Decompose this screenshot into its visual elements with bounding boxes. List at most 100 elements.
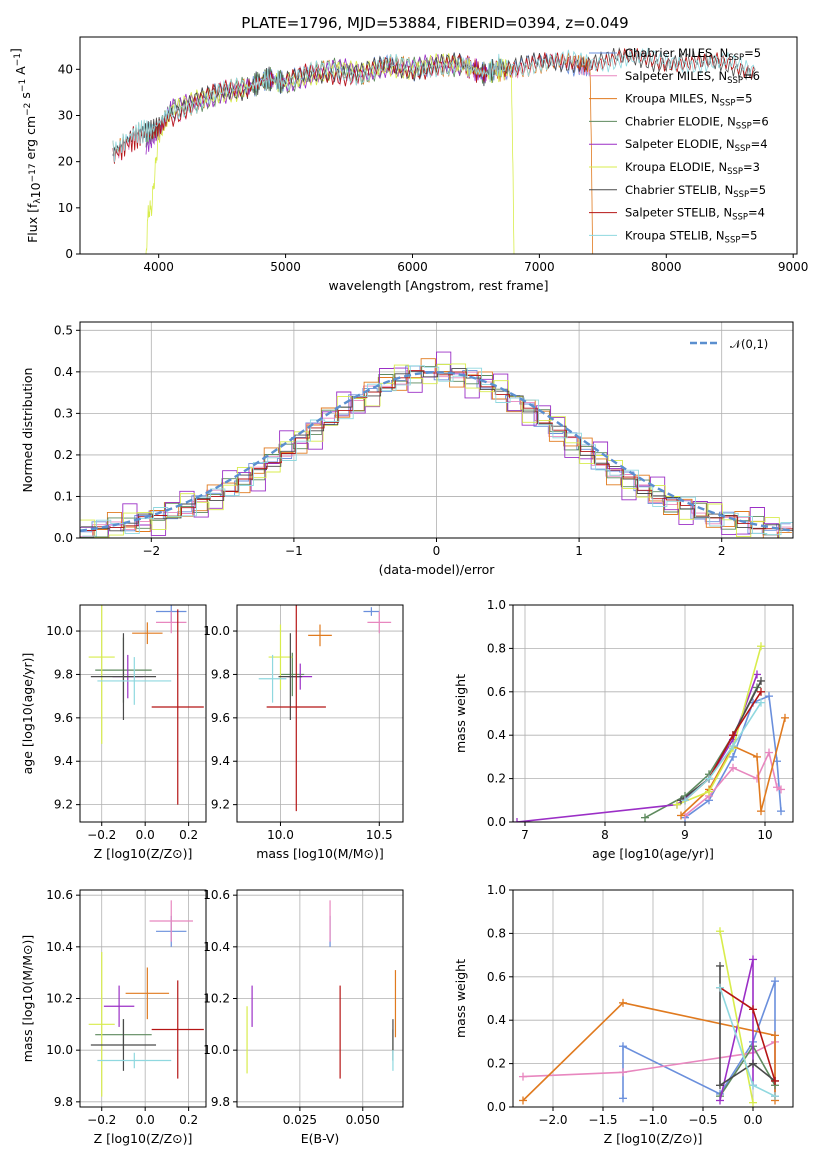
- plot-area: [519, 927, 779, 1107]
- normal-curve: [80, 371, 793, 532]
- legend-sub: SSP: [728, 53, 744, 63]
- y-tick-label: 9.6: [54, 711, 73, 725]
- y-tick-label: 10: [58, 201, 73, 215]
- x-tick-label: 7000: [524, 260, 555, 274]
- y-tick-label: 0.8: [487, 926, 506, 940]
- y-tick-label: 9.8: [211, 1095, 230, 1109]
- y-tick-label: 0.0: [487, 1100, 506, 1114]
- y-tick-label: 9.2: [211, 798, 230, 812]
- x-axis-label: age [log10(age/yr)]: [592, 846, 714, 861]
- y-tick-label: 0.3: [54, 406, 73, 420]
- axes-frame: [79, 36, 798, 255]
- legend-label: Chabrier STELIB, NSSP=5: [625, 183, 766, 200]
- mass-weight-line: [516, 674, 758, 822]
- y-tick-label: 1.0: [487, 598, 506, 612]
- legend-label: Kroupa STELIB, NSSP=5: [625, 228, 757, 245]
- y-tick-label: 0.2: [487, 1057, 506, 1071]
- histogram-step: [82, 365, 793, 537]
- axes-frame: [236, 604, 404, 823]
- histogram-step: [80, 365, 791, 534]
- plot-area: [112, 47, 756, 254]
- spectrum-line: [112, 47, 756, 163]
- y-tick-label: 0: [65, 247, 73, 261]
- y-axis-label-part: λ: [33, 198, 43, 204]
- legend-count: =3: [743, 160, 760, 174]
- legend-label: Kroupa ELODIE, NSSP=3: [625, 160, 760, 177]
- legend-count: =6: [752, 114, 769, 128]
- mass-weight-line: [684, 691, 762, 801]
- legend-sub: SSP: [733, 190, 749, 200]
- x-axis-label: E(B-V): [301, 1131, 340, 1146]
- x-tick-label: 4000: [143, 260, 174, 274]
- y-tick-label: 10.4: [203, 940, 230, 954]
- x-axis-label: Z [log10(Z/Z⊙)]: [94, 846, 193, 861]
- y-axis-label-part: erg cm: [23, 116, 38, 164]
- mass-weight-line: [719, 931, 754, 1103]
- panel-spectrum: 4000 5000 6000 7000 8000 9000 0 10 20 30 40 wavelen…: [8, 36, 808, 293]
- plot-area: [513, 642, 789, 822]
- x-tick-label: 0.0: [136, 1113, 155, 1127]
- y-axis-label-part: A: [13, 66, 28, 79]
- panel-residual-histogram: −2 −1 0 1 2 0.0 0.1 0.2 0.3 0.4 0.5 (data-model)/er…: [20, 321, 794, 577]
- y-tick-label: 10.2: [203, 992, 230, 1006]
- x-tick-label: 8: [601, 828, 609, 842]
- x-tick-label: 10: [757, 828, 772, 842]
- x-tick-label: 0.025: [283, 1113, 317, 1127]
- y-axis-label: mass [log10(M/M⊙)]: [20, 935, 35, 1063]
- legend-sub: SSP: [720, 99, 736, 109]
- axes-frame: [512, 604, 794, 823]
- legend-label: 𝒩(0,1): [730, 337, 768, 351]
- mass-weight-line: [622, 980, 776, 1099]
- plot-area: [88, 900, 204, 1097]
- y-axis-label-part: −1: [13, 53, 23, 66]
- mass-weight-line: [522, 1001, 776, 1102]
- y-axis-label-part: ]: [8, 48, 23, 53]
- x-tick-label: 0: [433, 544, 441, 558]
- y-tick-label: 9.8: [54, 667, 73, 681]
- y-axis-label: age [log10(age/yr)]: [20, 653, 35, 775]
- y-tick-label: 1.0: [487, 883, 506, 897]
- legend-sub: SSP: [735, 144, 751, 154]
- y-tick-label: 10.2: [46, 992, 73, 1006]
- y-tick-label: 9.8: [211, 667, 230, 681]
- y-tick-label: 10.4: [46, 940, 73, 954]
- spectrum-line: [112, 48, 756, 164]
- panel-age-vs-Z: −0.2 0.0 0.2 9.2 9.4 9.6 9.8 10.0 Z [log10(Z/Z⊙)…: [20, 604, 207, 861]
- y-axis-label-part: −17: [28, 163, 38, 182]
- panel-mass-weight-vs-age: 7 8 9 10 0.0 0.2 0.4 0.6 0.8 1.0 age [log10(age/yr…: [453, 598, 794, 861]
- x-axis-label: mass [log10(M/M⊙)]: [256, 846, 384, 861]
- x-tick-label: −2.0: [538, 1113, 567, 1127]
- x-tick-label: 0.2: [179, 1113, 198, 1127]
- y-tick-label: 40: [58, 62, 73, 76]
- legend-label: Chabrier ELODIE, NSSP=6: [625, 114, 769, 131]
- x-tick-label: −1: [285, 544, 303, 558]
- legend-sub: SSP: [727, 76, 743, 86]
- plot-area: [258, 605, 392, 812]
- histogram-step: [80, 363, 793, 538]
- y-tick-label: 0.2: [54, 448, 73, 462]
- x-tick-label: 0.050: [346, 1113, 380, 1127]
- plot-area: [246, 900, 397, 1079]
- legend-sub: SSP: [732, 213, 748, 223]
- y-tick-label: 0.4: [487, 1013, 506, 1027]
- panel-mass-weight-vs-Z: −2.0 −1.5 −1.0 −0.5 0.0 0.0 0.2 0.4 0.6 0.8 1.0 Z […: [453, 883, 794, 1146]
- spectrum-line: [145, 53, 515, 254]
- legend-count: =4: [748, 206, 765, 220]
- histogram-step: [80, 366, 792, 538]
- y-tick-label: 30: [58, 108, 73, 122]
- y-tick-label: 9.2: [54, 798, 73, 812]
- y-axis-label-part: −1: [18, 79, 28, 92]
- y-axis-label: mass weight: [453, 959, 468, 1038]
- x-axis-label: wavelength [Angstrom, rest frame]: [328, 278, 548, 293]
- panel-age-vs-mass: 10.0 10.5 9.2 9.4 9.6 9.8 10.0 mass [log10(M/M⊙…: [203, 604, 404, 861]
- x-axis-label: Z [log10(Z/Z⊙)]: [94, 1131, 193, 1146]
- x-tick-label: −0.2: [87, 1113, 116, 1127]
- x-tick-label: −0.2: [87, 828, 116, 842]
- y-axis-label-part: s: [18, 92, 33, 103]
- y-axis-label: mass weight: [453, 674, 468, 753]
- y-tick-label: 9.4: [211, 754, 230, 768]
- legend-count: =5: [744, 46, 761, 60]
- y-tick-label: 10.0: [46, 1043, 73, 1057]
- figure-title: PLATE=1796, MJD=53884, FIBERID=0394, z=0…: [241, 14, 628, 32]
